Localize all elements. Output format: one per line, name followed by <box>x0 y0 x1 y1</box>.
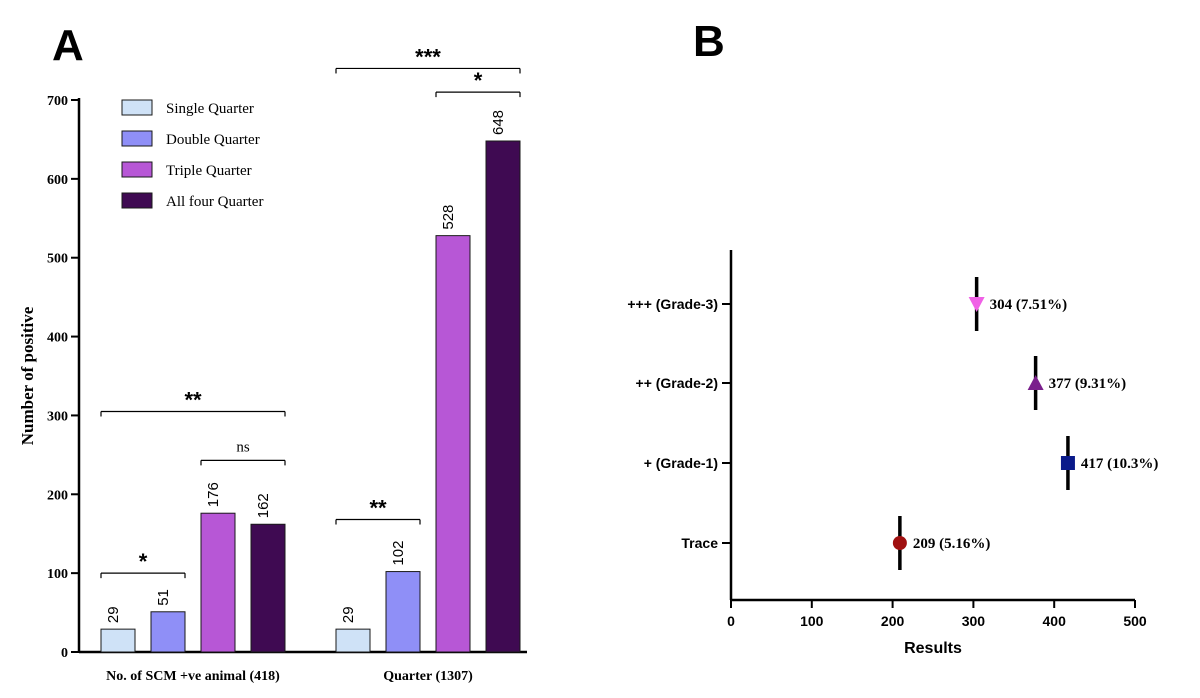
y-tick-label: 400 <box>47 331 68 346</box>
bar <box>335 628 371 653</box>
significance-label: ** <box>184 387 202 412</box>
legend-label: Single Quarter <box>166 101 254 117</box>
y-tick-label: 500 <box>47 252 68 267</box>
bar-value-label: 176 <box>205 482 222 507</box>
x-axis-label: Results <box>904 640 962 657</box>
significance-label: * <box>139 549 148 574</box>
bar <box>485 140 521 653</box>
y-tick-label: 300 <box>47 409 68 424</box>
y-category-label: +++ (Grade-3) <box>627 296 718 312</box>
legend-swatch <box>121 161 153 178</box>
bar-chart-panel: 0 100 200 300 400 500 600 700 Number of positive… <box>18 44 527 684</box>
panel-a-letter: A <box>52 21 84 70</box>
dot-plot-panel: 0 100 200 300 400 500 Results +++ (Grade-3) ++ (… <box>627 250 1158 657</box>
point-marker-triangle-up <box>1027 375 1044 390</box>
point-marker-triangle-down <box>968 297 985 312</box>
significance-label: ** <box>369 496 387 521</box>
point-value-label: 377 (9.31%) <box>1049 376 1127 392</box>
x-tick-label: 500 <box>1123 613 1147 629</box>
significance-label: * <box>474 68 483 93</box>
y-tick-label: 100 <box>47 567 68 582</box>
legend-swatch <box>121 130 153 147</box>
y-category-label: Trace <box>681 535 718 551</box>
x-category-label: Quarter (1307) <box>383 669 473 684</box>
legend-swatch <box>121 99 153 116</box>
bar-value-label: 29 <box>105 606 122 623</box>
bar <box>385 571 421 653</box>
bar <box>100 628 136 653</box>
x-category-label: No. of SCM +ve animal (418) <box>106 669 280 684</box>
bar <box>200 512 236 653</box>
legend-swatch <box>121 192 153 209</box>
point-value-label: 417 (10.3%) <box>1081 456 1159 472</box>
x-tick-label: 200 <box>881 613 905 629</box>
bar <box>250 523 286 653</box>
significance-label: *** <box>415 44 441 69</box>
bar-value-label: 51 <box>155 589 172 606</box>
point-marker-square <box>1060 456 1075 470</box>
significance-label: ns <box>236 439 250 455</box>
bar <box>150 611 186 653</box>
y-tick-label: 600 <box>47 173 68 188</box>
y-tick-label: 700 <box>47 94 68 109</box>
y-category-label: ++ (Grade-2) <box>636 375 718 391</box>
bar-value-label: 162 <box>255 493 272 518</box>
bar-value-label: 102 <box>390 541 407 566</box>
bar <box>435 235 471 653</box>
bar-value-label: 648 <box>490 110 507 135</box>
point-marker-circle <box>892 536 907 550</box>
legend-label: Triple Quarter <box>166 163 252 179</box>
point-value-label: 304 (7.51%) <box>990 297 1068 313</box>
legend-label: Double Quarter <box>166 132 260 148</box>
bar-value-label: 29 <box>340 606 357 623</box>
panel-b-letter: B <box>693 17 725 66</box>
y-category-label: + (Grade-1) <box>644 455 718 471</box>
bar-value-label: 528 <box>440 205 457 230</box>
point-value-label: 209 (5.16%) <box>913 536 991 552</box>
x-tick-label: 400 <box>1043 613 1067 629</box>
y-tick-label: 0 <box>61 646 68 661</box>
x-tick-label: 300 <box>962 613 986 629</box>
legend-label: All four Quarter <box>166 194 263 210</box>
x-tick-label: 100 <box>800 613 824 629</box>
y-tick-label: 200 <box>47 488 68 503</box>
x-tick-label: 0 <box>727 613 735 629</box>
y-axis-label: Number of positive <box>18 306 37 445</box>
